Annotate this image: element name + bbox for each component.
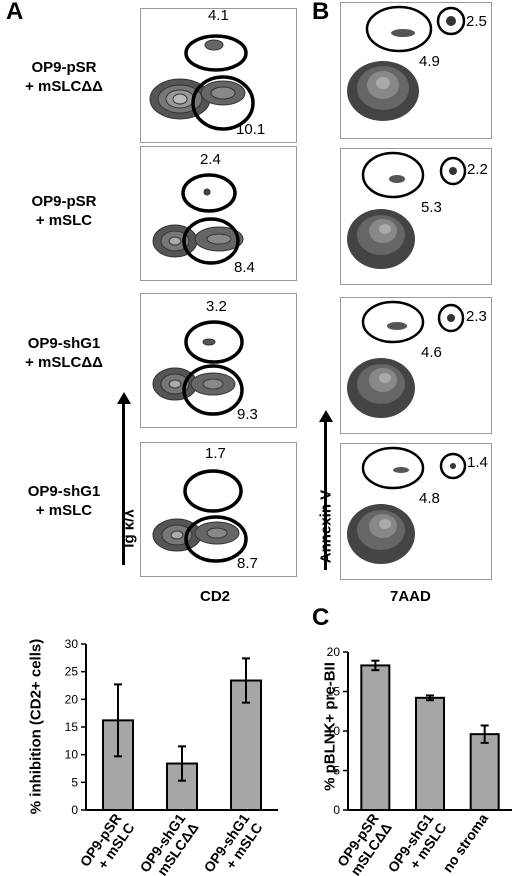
flow-plot-a-4: 1.7 8.7: [140, 442, 297, 577]
row-label-3: OP9-shG1 + mSLCΔΔ: [10, 334, 118, 372]
chart2-ytick-label: 5: [333, 764, 340, 778]
chart1-ytick-label: 15: [65, 720, 79, 734]
gate-a-2-upper: 2.4: [200, 151, 221, 168]
row-label-2: OP9-pSR + mSLC: [10, 192, 118, 230]
y-axis-label-a: Ig κ/λ: [120, 509, 138, 548]
gate-a-1-upper: 4.1: [208, 8, 229, 24]
axis-arrow-b-head: [319, 410, 333, 422]
chart1-bar: [166, 762, 198, 812]
gate-b-2-early: 5.3: [421, 199, 442, 216]
chart2-ytick-label: 20: [327, 645, 341, 659]
chart1-ytick-label: 10: [65, 748, 79, 762]
axis-arrow-a-shaft: [122, 400, 125, 565]
row-label-3-line1: OP9-shG1: [27, 335, 101, 352]
chart1-ytick-label: 30: [65, 637, 79, 651]
row-label-1-line2: + mSLCΔΔ: [25, 78, 103, 95]
pblnk-chart: % pBLNK+ pre-BII 0 5 10 15 20 OP9-pSR + mSLCΔΔ…: [300, 610, 520, 876]
flow-plot-b-3-graphic: [347, 300, 465, 418]
gate-a-3-lower: 9.3: [237, 406, 258, 423]
flow-plot-a-1-graphic: [149, 34, 255, 131]
chart1-ytick-label: 25: [65, 665, 79, 679]
chart1-ytick-label: 20: [65, 692, 79, 706]
y-axis-label-b: Annexin V: [317, 489, 335, 564]
flow-plot-a-1: 4.1 10.1: [140, 8, 297, 143]
chart2-category-label-line: no stroma: [439, 810, 491, 875]
flow-plot-a-4-graphic: [152, 469, 248, 563]
gate-b-1-early: 4.9: [419, 53, 440, 70]
gate-b-3-apoptotic: 2.3: [466, 308, 487, 325]
row-label-3-line2: + mSLCΔΔ: [25, 354, 103, 371]
flow-plot-a-2-graphic: [152, 173, 244, 265]
chart2-bar: [415, 696, 445, 811]
x-axis-label-a: CD2: [200, 588, 231, 605]
gate-a-4-lower: 8.7: [237, 555, 258, 572]
chart2-ytick-label: 0: [333, 803, 340, 817]
row-label-4: OP9-shG1 + mSLC: [10, 482, 118, 520]
chart1-category-label: OP9-pSR+ mSLC: [77, 811, 138, 872]
chart1-ytick-label: 0: [71, 803, 78, 817]
x-axis-label-b: 7AAD: [390, 588, 431, 605]
chart1-category-label: OP9-shG1+ mSLC: [201, 810, 266, 875]
panel-letter-a: A: [6, 0, 24, 25]
chart2-bar: [360, 664, 391, 812]
chart1-ytick-label: 5: [71, 775, 78, 789]
panel-letter-b: B: [312, 0, 330, 25]
gate-a-4-upper: 1.7: [205, 445, 226, 462]
flow-plot-a-3-graphic: [152, 320, 244, 416]
row-label-2-line1: OP9-pSR: [31, 193, 97, 210]
axis-arrow-b-shaft: [324, 420, 327, 570]
flow-plot-b-2: 2.2 5.3: [340, 148, 492, 285]
flow-plot-b-4-graphic: [347, 446, 467, 564]
chart2-category-label: no stroma: [439, 810, 491, 875]
flow-plot-b-1: 2.5 4.9: [340, 2, 492, 139]
chart2-bar: [469, 733, 500, 811]
gate-b-1-apoptotic: 2.5: [466, 13, 487, 30]
chart1-category-label: OP9-shG1+ mSLCΔΔ: [137, 810, 202, 876]
row-label-4-line2: + mSLC: [35, 502, 93, 519]
gate-b-2-apoptotic: 2.2: [467, 161, 488, 178]
gate-b-4-apoptotic: 1.4: [467, 454, 488, 471]
panel-letter-c: C: [312, 604, 330, 631]
axis-arrow-a-head: [117, 392, 131, 404]
gate-b-3-early: 4.6: [421, 344, 442, 361]
row-label-4-line1: OP9-shG1: [27, 483, 101, 500]
row-label-1: OP9-pSR + mSLCΔΔ: [10, 58, 118, 96]
gate-a-3-upper: 3.2: [206, 298, 227, 315]
flow-plot-a-3: 3.2 9.3: [140, 293, 297, 428]
inhibition-chart: % inhibition (CD2+ cells) 0 5 10 15 20 25 30 OP…: [0, 610, 290, 876]
flow-plot-b-2-graphic: [347, 151, 467, 269]
chart2-ytick-label: 15: [327, 685, 341, 699]
gate-a-1-lower: 10.1: [236, 121, 266, 138]
flow-plot-b-3: 2.3 4.6: [340, 297, 492, 434]
flow-plot-a-2: 2.4 8.4: [140, 146, 297, 281]
row-label-2-line2: + mSLC: [35, 212, 93, 229]
row-label-1-line1: OP9-pSR: [31, 59, 97, 76]
gate-b-4-early: 4.8: [419, 490, 440, 507]
gate-a-2-lower: 8.4: [234, 259, 255, 276]
flow-plot-b-1-graphic: [347, 5, 466, 121]
chart2-ytick-label: 10: [327, 724, 341, 738]
flow-plot-b-4: 1.4 4.8: [340, 443, 492, 580]
